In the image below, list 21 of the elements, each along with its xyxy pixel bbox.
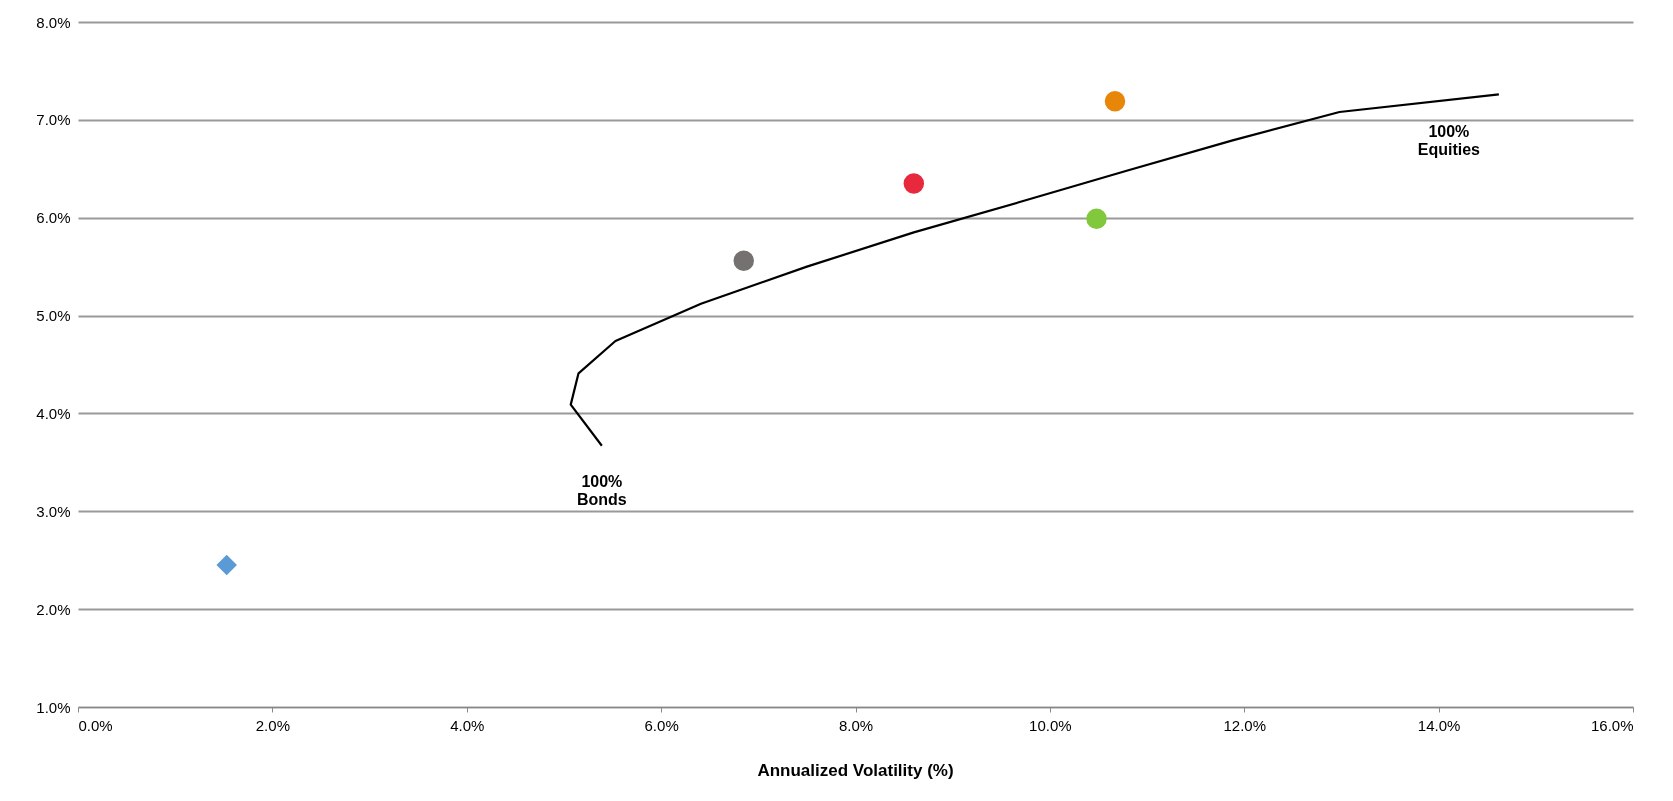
x-tick-label: 4.0%	[450, 716, 485, 734]
x-tick-label: 16.0%	[1590, 716, 1634, 734]
y-tick-label: 5.0%	[36, 307, 71, 325]
y-tick-label: 8.0%	[36, 13, 71, 31]
x-tick-label: 2.0%	[255, 716, 290, 734]
x-tick-label: 8.0%	[838, 716, 874, 734]
line-series	[569, 93, 1500, 447]
x-tick-label: 6.0%	[644, 716, 679, 734]
y-tick-label: 2.0%	[36, 600, 71, 618]
y-tick-label: 7.0%	[36, 111, 71, 129]
annotation: 100% Equities	[1417, 123, 1481, 159]
x-tick-label: 0.0%	[78, 716, 113, 734]
x-tick-label: 14.0%	[1417, 716, 1461, 734]
annotation: 100% Bonds	[576, 472, 627, 508]
y-tick-label: 1.0%	[36, 698, 71, 716]
y-tick-label: 4.0%	[36, 404, 71, 422]
x-tick-label: 12.0%	[1223, 716, 1267, 734]
x-tick-label: 10.0%	[1029, 716, 1072, 734]
y-tick-label: 6.0%	[36, 209, 71, 227]
y-tick-label: 3.0%	[36, 502, 71, 520]
x-axis-title: Annualized Volatility (%)	[757, 761, 954, 780]
